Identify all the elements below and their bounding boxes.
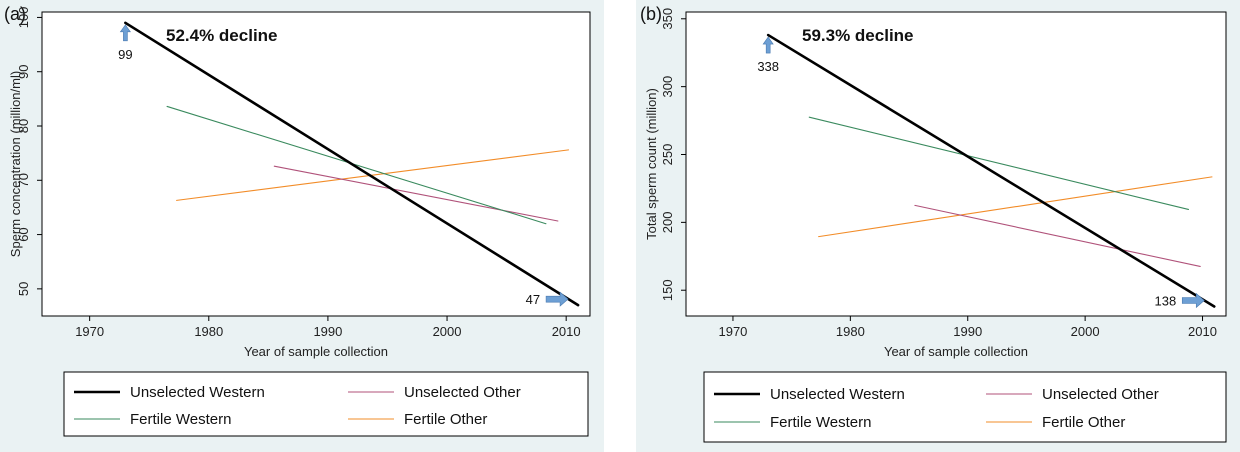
x-tick-label: 1980 bbox=[194, 324, 223, 339]
x-tick-label: 2000 bbox=[433, 324, 462, 339]
y-tick-label: 200 bbox=[660, 212, 675, 234]
series-line-fertile-other bbox=[818, 176, 1213, 238]
legend-label: Unselected Western bbox=[770, 386, 905, 403]
panel-label: (b) bbox=[640, 4, 662, 24]
series-line-unselected-other bbox=[273, 165, 559, 222]
chart-panel-b: (b) 1970 1980 1990 2000 2010 150 200 250 300 350 Ye… bbox=[636, 0, 1240, 452]
legend-label: Fertile Other bbox=[404, 411, 487, 428]
y-tick-label: 50 bbox=[16, 282, 31, 296]
legend-label: Fertile Other bbox=[1042, 414, 1125, 431]
chart-panel-a: (a) 1970 1980 1990 2000 2010 50 60 70 80 90 100 Year… bbox=[0, 0, 604, 452]
x-tick-label: 2010 bbox=[1188, 324, 1217, 339]
series-line-unselected-western bbox=[766, 33, 1216, 308]
legend-label: Unselected Other bbox=[404, 384, 521, 401]
y-axis-title: Total sperm count (million) bbox=[644, 88, 659, 240]
y-tick-label: 60 bbox=[16, 227, 31, 241]
chart-b-svg: (b) 1970 1980 1990 2000 2010 150 200 250 300 350 Ye… bbox=[640, 4, 1227, 443]
legend-label: Fertile Western bbox=[130, 411, 231, 428]
x-axis-title: Year of sample collection bbox=[884, 344, 1028, 359]
series-line-unselected-western bbox=[124, 21, 580, 307]
y-tick-label: 90 bbox=[16, 64, 31, 78]
legend-label: Fertile Western bbox=[770, 414, 871, 431]
plot-area bbox=[41, 11, 591, 317]
y-axis-title: Sperm concentration (million/ml) bbox=[8, 71, 23, 257]
x-tick-label: 2010 bbox=[552, 324, 581, 339]
up-arrow-icon bbox=[119, 24, 131, 42]
legend-box bbox=[703, 371, 1227, 443]
x-axis-title: Year of sample collection bbox=[244, 344, 388, 359]
end-value-label: 47 bbox=[526, 292, 540, 307]
y-tick-label: 70 bbox=[16, 173, 31, 187]
legend-label: Unselected Western bbox=[130, 384, 265, 401]
y-tick-label: 80 bbox=[16, 119, 31, 133]
x-tick-label: 1980 bbox=[836, 324, 865, 339]
up-arrow-icon bbox=[762, 36, 774, 54]
x-tick-label: 2000 bbox=[1071, 324, 1100, 339]
plot-area bbox=[685, 11, 1227, 317]
end-value-label: 138 bbox=[1155, 294, 1177, 309]
x-tick-label: 1970 bbox=[718, 324, 747, 339]
series-line-fertile-western bbox=[166, 105, 547, 225]
start-value-label: 338 bbox=[757, 59, 779, 74]
series-line-fertile-other bbox=[176, 149, 570, 201]
series-line-fertile-western bbox=[808, 116, 1189, 211]
chart-a-svg: (a) 1970 1980 1990 2000 2010 50 60 70 80 90 100 Year… bbox=[4, 4, 591, 437]
decline-annotation: 59.3% decline bbox=[802, 26, 914, 45]
x-tick-label: 1990 bbox=[953, 324, 982, 339]
legend-box bbox=[63, 371, 589, 437]
y-tick-label: 300 bbox=[660, 76, 675, 98]
x-tick-label: 1970 bbox=[75, 324, 104, 339]
y-tick-label: 100 bbox=[16, 7, 31, 29]
right-arrow-icon bbox=[545, 291, 569, 307]
series-line-unselected-other bbox=[914, 204, 1201, 268]
panel-label: (a) bbox=[4, 4, 26, 24]
right-arrow-icon bbox=[1181, 292, 1205, 309]
x-tick-label: 1990 bbox=[313, 324, 342, 339]
start-value-label: 99 bbox=[118, 47, 132, 62]
y-tick-label: 350 bbox=[660, 8, 675, 30]
decline-annotation: 52.4% decline bbox=[166, 26, 278, 45]
legend-label: Unselected Other bbox=[1042, 386, 1159, 403]
y-tick-label: 250 bbox=[660, 144, 675, 166]
y-tick-label: 150 bbox=[660, 279, 675, 301]
